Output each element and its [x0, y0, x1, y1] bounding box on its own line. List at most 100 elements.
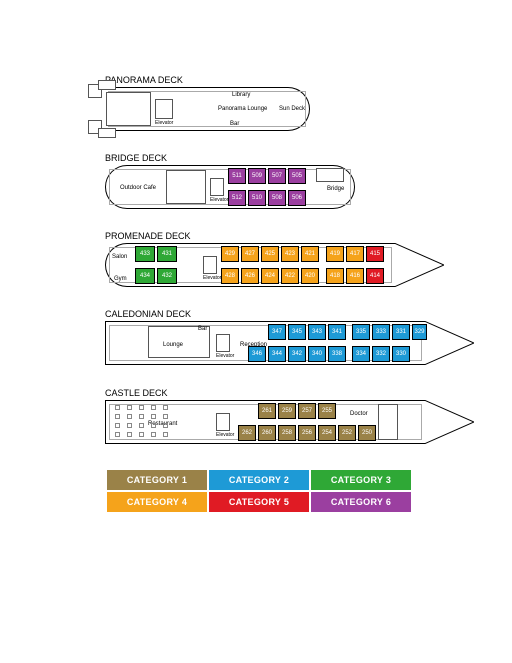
structure: [316, 168, 344, 182]
cabin-421[interactable]: 421: [301, 246, 319, 262]
structure: [155, 99, 173, 119]
structure: [98, 128, 116, 138]
cabin-259[interactable]: 259: [278, 403, 296, 419]
cabin-510[interactable]: 510: [248, 190, 266, 206]
table-icon: [115, 405, 120, 410]
room-label: Doctor: [350, 411, 368, 417]
cabin-329[interactable]: 329: [412, 324, 427, 340]
cabin-255[interactable]: 255: [318, 403, 336, 419]
cabin-343[interactable]: 343: [308, 324, 326, 340]
cabin-428[interactable]: 428: [221, 268, 239, 284]
deck-label: BRIDGE DECK: [105, 153, 167, 163]
room-label: Salon: [112, 254, 127, 260]
cabin-429[interactable]: 429: [221, 246, 239, 262]
table-icon: [163, 405, 168, 410]
room-label: Bar: [230, 121, 239, 127]
cabin-505[interactable]: 505: [288, 168, 306, 184]
table-icon: [127, 414, 132, 419]
cabin-347[interactable]: 347: [268, 324, 286, 340]
table-icon: [139, 432, 144, 437]
table-icon: [127, 432, 132, 437]
room-label: Outdoor Cafe: [120, 185, 156, 191]
cabin-340[interactable]: 340: [308, 346, 326, 362]
table-icon: [151, 432, 156, 437]
structure: [378, 404, 398, 440]
cabin-345[interactable]: 345: [288, 324, 306, 340]
cabin-262[interactable]: 262: [238, 425, 256, 441]
table-icon: [151, 423, 156, 428]
table-icon: [163, 432, 168, 437]
cabin-417[interactable]: 417: [346, 246, 364, 262]
cabin-254[interactable]: 254: [318, 425, 336, 441]
table-icon: [163, 414, 168, 419]
cabin-425[interactable]: 425: [261, 246, 279, 262]
cabin-427[interactable]: 427: [241, 246, 259, 262]
cabin-432[interactable]: 432: [157, 268, 177, 284]
room-label: Gym: [114, 276, 127, 282]
cabin-341[interactable]: 341: [328, 324, 346, 340]
cabin-256[interactable]: 256: [298, 425, 316, 441]
legend-cat1: CATEGORY 1: [107, 470, 207, 490]
cabin-250[interactable]: 250: [358, 425, 376, 441]
cabin-330[interactable]: 330: [392, 346, 410, 362]
legend-cat2: CATEGORY 2: [209, 470, 309, 490]
structure-label: Elevator: [216, 432, 234, 438]
cabin-335[interactable]: 335: [352, 324, 370, 340]
legend-cat6: CATEGORY 6: [311, 492, 411, 512]
room-label: Library: [232, 92, 250, 98]
room-label: Panorama Lounge: [218, 106, 267, 112]
cabin-346[interactable]: 346: [248, 346, 266, 362]
table-icon: [115, 423, 120, 428]
table-icon: [151, 405, 156, 410]
cabin-433[interactable]: 433: [135, 246, 155, 262]
cabin-418[interactable]: 418: [326, 268, 344, 284]
structure: [106, 92, 151, 126]
deck-label: PANORAMA DECK: [105, 75, 183, 85]
table-icon: [139, 405, 144, 410]
structure: [166, 170, 206, 204]
cabin-257[interactable]: 257: [298, 403, 316, 419]
cabin-334[interactable]: 334: [352, 346, 370, 362]
cabin-331[interactable]: 331: [392, 324, 410, 340]
cabin-342[interactable]: 342: [288, 346, 306, 362]
cabin-508[interactable]: 508: [268, 190, 286, 206]
cabin-422[interactable]: 422: [281, 268, 299, 284]
cabin-332[interactable]: 332: [372, 346, 390, 362]
cabin-426[interactable]: 426: [241, 268, 259, 284]
cabin-260[interactable]: 260: [258, 425, 276, 441]
cabin-434[interactable]: 434: [135, 268, 155, 284]
structure-label: Elevator: [210, 197, 228, 203]
cabin-424[interactable]: 424: [261, 268, 279, 284]
legend-cat4: CATEGORY 4: [107, 492, 207, 512]
legend-cat5: CATEGORY 5: [209, 492, 309, 512]
cabin-416[interactable]: 416: [346, 268, 364, 284]
cabin-252[interactable]: 252: [338, 425, 356, 441]
legend-row-2: CATEGORY 4CATEGORY 5CATEGORY 6: [107, 492, 413, 512]
cabin-420[interactable]: 420: [301, 268, 319, 284]
bow-icon: [424, 321, 474, 365]
cabin-415[interactable]: 415: [366, 246, 384, 262]
legend-cat3: CATEGORY 3: [311, 470, 411, 490]
table-icon: [115, 432, 120, 437]
cabin-261[interactable]: 261: [258, 403, 276, 419]
table-icon: [127, 423, 132, 428]
cabin-338[interactable]: 338: [328, 346, 346, 362]
cabin-506[interactable]: 506: [288, 190, 306, 206]
bow-icon: [424, 400, 474, 444]
cabin-423[interactable]: 423: [281, 246, 299, 262]
cabin-507[interactable]: 507: [268, 168, 286, 184]
cabin-414[interactable]: 414: [366, 268, 384, 284]
cabin-512[interactable]: 512: [228, 190, 246, 206]
cabin-511[interactable]: 511: [228, 168, 246, 184]
structure-label: Elevator: [216, 353, 234, 359]
structure-label: Elevator: [155, 120, 173, 126]
table-icon: [151, 414, 156, 419]
cabin-509[interactable]: 509: [248, 168, 266, 184]
cabin-344[interactable]: 344: [268, 346, 286, 362]
cabin-419[interactable]: 419: [326, 246, 344, 262]
room-label: Bar: [198, 326, 207, 332]
structure-label: Elevator: [203, 275, 221, 281]
cabin-258[interactable]: 258: [278, 425, 296, 441]
cabin-333[interactable]: 333: [372, 324, 390, 340]
cabin-431[interactable]: 431: [157, 246, 177, 262]
